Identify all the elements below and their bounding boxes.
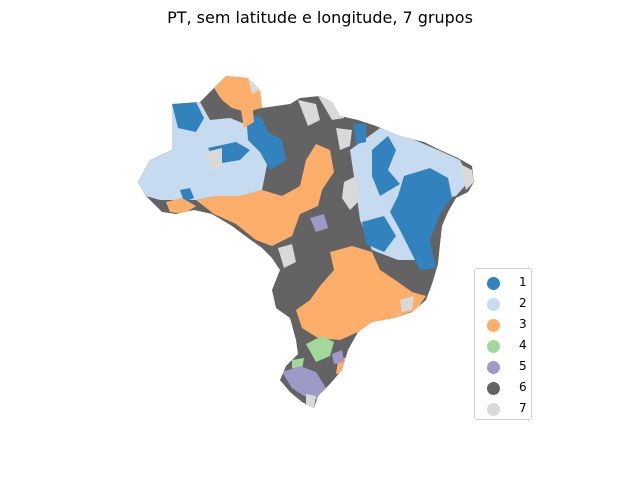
legend-label-2: 2 (519, 296, 527, 310)
legend-swatch-6 (487, 382, 500, 395)
legend-swatch-5 (487, 361, 500, 374)
legend-item-5: 5 (475, 357, 531, 378)
legend-label-7: 7 (519, 401, 527, 415)
legend-item-3: 3 (475, 315, 531, 336)
legend-label-1: 1 (519, 275, 527, 289)
legend-swatch-2 (487, 298, 500, 311)
legend-label-6: 6 (519, 380, 527, 394)
legend-swatch-7 (487, 403, 500, 416)
legend-label-3: 3 (519, 317, 527, 331)
legend-swatch-1 (487, 277, 500, 290)
legend-item-2: 2 (475, 294, 531, 315)
legend-item-6: 6 (475, 378, 531, 399)
legend-item-7: 7 (475, 399, 531, 420)
legend-swatch-3 (487, 319, 500, 332)
legend-swatch-4 (487, 340, 500, 353)
legend-item-4: 4 (475, 336, 531, 357)
map-title: PT, sem latitude e longitude, 7 grupos (167, 8, 473, 27)
legend-item-1: 1 (475, 273, 531, 294)
legend-label-5: 5 (519, 359, 527, 373)
legend-label-4: 4 (519, 338, 527, 352)
map-legend: 1 2 3 4 5 6 7 (474, 268, 532, 420)
